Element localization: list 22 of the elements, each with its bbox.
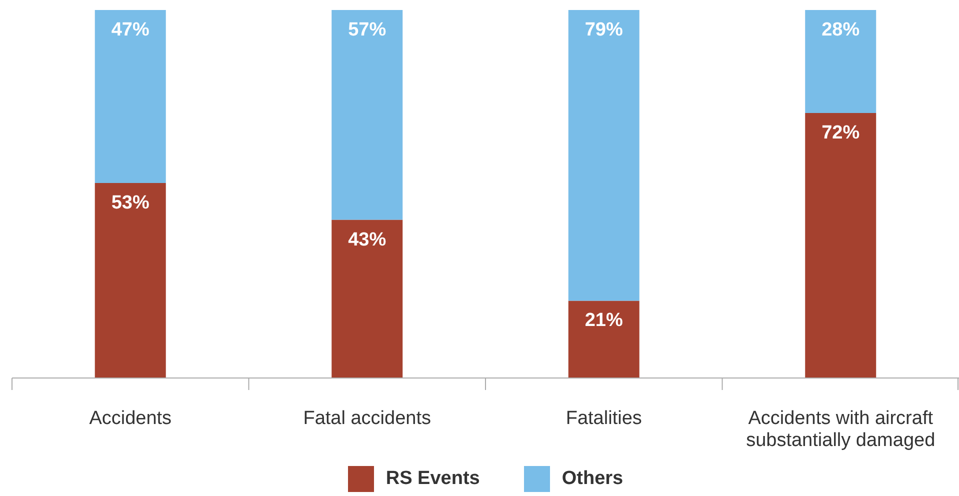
- data-label: 72%: [822, 122, 860, 144]
- data-label: 79%: [584, 19, 623, 40]
- bar: [805, 113, 876, 378]
- data-label: 21%: [584, 310, 623, 332]
- bar: [568, 10, 640, 301]
- legend-label: Others: [562, 468, 624, 490]
- bar: [568, 300, 640, 378]
- data-label: 43%: [348, 229, 386, 250]
- bar: [94, 10, 166, 183]
- legend-label: RS Events: [386, 468, 480, 490]
- bar: [332, 10, 403, 220]
- data-label: 28%: [822, 19, 860, 40]
- data-label: 53%: [111, 192, 150, 214]
- data-label: 47%: [111, 19, 150, 40]
- x-tick-label: Fatal accidents: [303, 408, 432, 429]
- x-tick-label: Fatalities: [566, 408, 642, 429]
- x-tick-label: Accidents with aircraft substantially damaged: [746, 408, 936, 451]
- bar: [94, 182, 166, 378]
- bar: [805, 10, 876, 114]
- x-tick-label: Accidents: [89, 408, 172, 429]
- bar: [332, 220, 403, 378]
- data-label: 57%: [348, 19, 386, 40]
